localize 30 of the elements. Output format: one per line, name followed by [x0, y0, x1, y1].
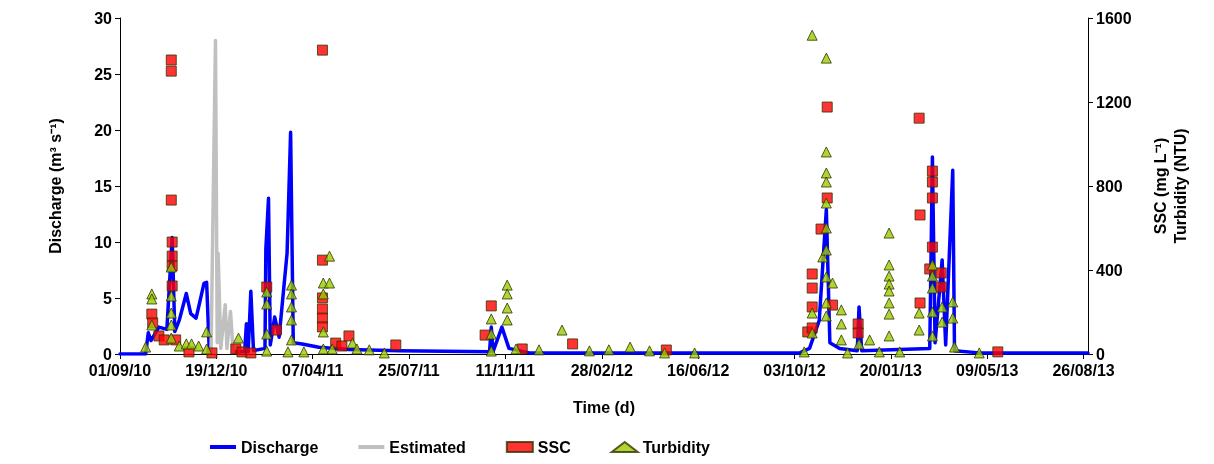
y-tick-label: 25 — [94, 65, 113, 83]
legend-label: Estimated — [389, 438, 466, 456]
y2-tick-label: 800 — [1096, 177, 1123, 195]
x-tick-label: 09/05/13 — [956, 361, 1019, 379]
y2-tick-label: 0 — [1096, 345, 1105, 363]
legend-label: Turbidity — [642, 438, 711, 456]
legend-label: SSC — [537, 438, 572, 456]
y-tick-label: 20 — [94, 121, 113, 139]
y2-axis-title: SSC (mg L⁻¹) Turbidity (NTU) — [1151, 128, 1189, 244]
x-tick-label: 07/04/11 — [282, 361, 344, 379]
x-axis-title: Time (d) — [573, 398, 635, 416]
y-axis-title: Discharge (m³ s⁻¹) — [46, 118, 64, 254]
x-tick-label: 20/01/13 — [859, 361, 923, 379]
y-tick-label: 15 — [94, 177, 113, 195]
y-tick-label: 5 — [103, 289, 113, 307]
x-tick-label: 28/02/12 — [570, 361, 634, 379]
x-tick-label: 03/10/12 — [763, 361, 826, 379]
y-tick-label: 30 — [94, 9, 113, 27]
y2-tick-label: 1200 — [1096, 93, 1132, 111]
x-tick-label: 26/08/13 — [1052, 361, 1115, 379]
legend-label: Discharge — [241, 438, 319, 456]
x-tick-label: 19/12/10 — [185, 361, 248, 379]
y2-tick-label: 1600 — [1096, 9, 1132, 27]
x-tick-label: 11/11/11 — [475, 361, 536, 379]
y-tick-label: 0 — [103, 345, 113, 363]
y-tick-label: 10 — [94, 233, 113, 251]
x-tick-label: 16/06/12 — [667, 361, 730, 379]
x-tick-label: 01/09/10 — [88, 361, 152, 379]
y2-tick-label: 400 — [1096, 261, 1123, 279]
x-tick-label: 25/07/11 — [378, 361, 440, 379]
